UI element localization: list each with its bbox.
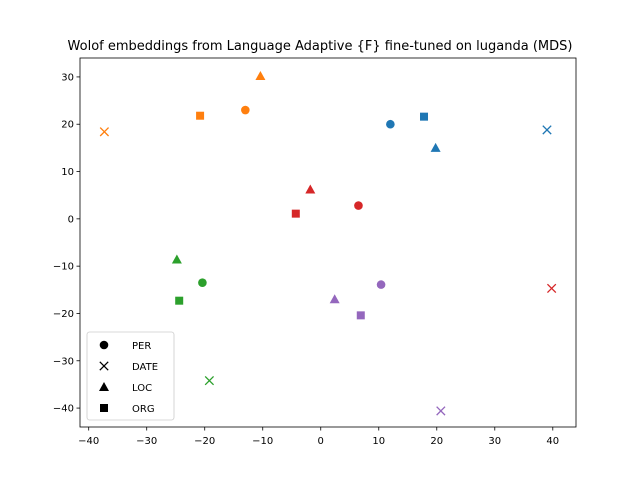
axes-frame — [79, 57, 577, 428]
y-tick-label: 30 — [61, 72, 74, 83]
point-0-square — [420, 112, 429, 121]
legend-org-marker — [100, 404, 108, 412]
point-4-triangle — [329, 294, 340, 304]
point-0-circle — [386, 119, 395, 129]
x-tick-label: 30 — [488, 436, 501, 447]
point-4-x — [436, 406, 446, 416]
legend: PER DATE LOC ORG — [86, 331, 175, 421]
point-3-triangle — [305, 184, 316, 194]
point-0-x — [542, 125, 552, 135]
data-points — [99, 70, 557, 416]
x-tick-label: 20 — [430, 436, 443, 447]
point-2-triangle — [171, 254, 182, 264]
point-1-x — [99, 127, 110, 137]
legend-date-marker — [99, 361, 109, 371]
point-2-square — [175, 296, 184, 305]
x-tick-label: −20 — [194, 436, 215, 447]
point-3-square — [291, 209, 300, 218]
x-tick-label: 10 — [372, 436, 385, 447]
x-tick-label: −40 — [78, 436, 99, 447]
point-1-triangle — [255, 70, 266, 80]
x-tick-label: 40 — [546, 436, 559, 447]
legend-box — [86, 331, 175, 421]
point-2-x — [204, 375, 215, 386]
chart-title: Wolof embeddings from Language Adaptive … — [68, 39, 573, 54]
axes: −40 −30 −20 −10 0 10 20 30 40 −40 −30 −20 −10 0 10 20 30 — [53, 57, 577, 447]
legend-per-label: PER — [132, 341, 151, 352]
point-3-x — [546, 283, 557, 294]
y-tick-label: −30 — [53, 356, 74, 367]
point-0-triangle — [430, 142, 441, 152]
point-1-square — [196, 111, 205, 120]
point-3-circle — [354, 201, 363, 210]
x-tick-label: −10 — [252, 436, 273, 447]
x-tick-label: 0 — [318, 436, 324, 447]
y-tick-label: 0 — [68, 214, 74, 225]
legend-org-label: ORG — [132, 404, 155, 415]
legend-per-marker — [99, 340, 109, 350]
point-4-square — [356, 311, 365, 320]
point-2-circle — [198, 278, 207, 288]
y-tick-label: 20 — [61, 120, 74, 131]
legend-loc-label: LOC — [132, 383, 152, 394]
point-1-circle — [241, 105, 250, 115]
y-tick-label: −10 — [53, 262, 74, 273]
y-tick-label: −40 — [53, 404, 74, 415]
y-tick-label: −20 — [53, 309, 74, 320]
legend-date-label: DATE — [132, 362, 158, 373]
x-tick-label: −30 — [136, 436, 157, 447]
legend-loc-marker — [99, 382, 109, 391]
y-tick-label: 10 — [61, 167, 74, 178]
point-4-circle — [376, 280, 386, 289]
